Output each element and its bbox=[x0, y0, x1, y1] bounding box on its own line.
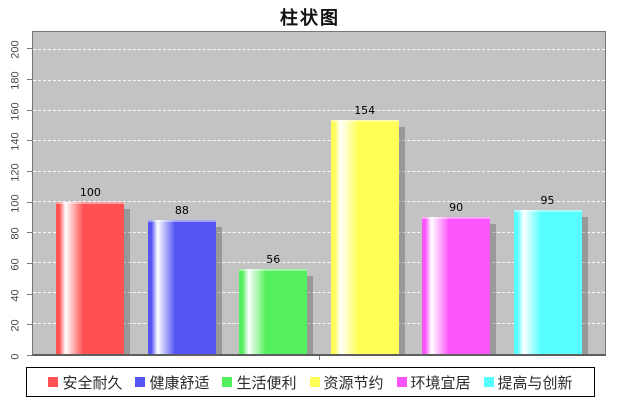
gridline bbox=[33, 292, 605, 294]
bar-value-label: 88 bbox=[174, 204, 189, 218]
bar-slot: 90 bbox=[422, 32, 491, 354]
bar-slot: 88 bbox=[147, 32, 216, 354]
y-axis-tick bbox=[27, 293, 32, 295]
x-axis-tick bbox=[319, 356, 320, 360]
y-axis-tick bbox=[27, 201, 32, 203]
bar-slot: 100 bbox=[56, 32, 125, 354]
gridline bbox=[33, 322, 605, 324]
y-axis-tick bbox=[27, 171, 32, 173]
y-axis-tick bbox=[27, 263, 32, 265]
bar-slot: 56 bbox=[239, 32, 308, 354]
legend-item[interactable]: 健康舒适 bbox=[135, 372, 209, 393]
legend-swatch bbox=[396, 377, 407, 387]
bar bbox=[513, 209, 582, 354]
bar-slot: 154 bbox=[330, 32, 399, 354]
legend-item[interactable]: 提高与创新 bbox=[483, 372, 573, 393]
plot-area: 100 88 56 154 90 95 bbox=[32, 31, 606, 356]
legend-label: 生活便利 bbox=[236, 375, 297, 392]
gridline bbox=[33, 49, 605, 51]
legend-item[interactable]: 环境宜居 bbox=[396, 372, 471, 393]
bar bbox=[422, 217, 491, 354]
legend-swatch bbox=[309, 377, 320, 387]
bar-series: 100 88 56 154 90 95 bbox=[33, 32, 605, 354]
bar-value-label: 56 bbox=[266, 252, 281, 266]
bar bbox=[56, 202, 125, 354]
legend-label: 健康舒适 bbox=[149, 375, 210, 392]
legend-item[interactable]: 安全耐久 bbox=[48, 372, 122, 393]
bar-value-label: 90 bbox=[449, 201, 464, 215]
legend-label: 提高与创新 bbox=[497, 375, 573, 392]
bar-value-label: 95 bbox=[540, 193, 555, 207]
gridline bbox=[33, 109, 605, 111]
bar-value-label: 154 bbox=[354, 104, 376, 118]
bar-value-label: 100 bbox=[79, 186, 101, 200]
legend-swatch bbox=[135, 377, 146, 387]
y-axis-tick bbox=[27, 232, 32, 234]
legend-swatch bbox=[222, 377, 233, 387]
gridline bbox=[33, 140, 605, 142]
y-axis-tick bbox=[27, 355, 32, 356]
legend-swatch bbox=[48, 377, 59, 387]
y-axis-tick bbox=[27, 324, 32, 326]
y-axis-tick bbox=[27, 48, 32, 50]
gridline bbox=[33, 170, 605, 172]
legend-item[interactable]: 生活便利 bbox=[222, 372, 297, 393]
y-axis: 0 20 40 60 80 100 120 140 160 180 200 bbox=[0, 31, 32, 360]
y-axis-tick bbox=[27, 140, 32, 142]
y-axis-tick bbox=[27, 109, 32, 111]
y-axis-tick bbox=[27, 79, 32, 81]
bar-slot: 95 bbox=[513, 32, 582, 354]
legend-label: 安全耐久 bbox=[62, 375, 123, 392]
bar bbox=[330, 120, 399, 354]
gridline bbox=[33, 231, 605, 233]
bar bbox=[147, 220, 216, 354]
gridline bbox=[33, 201, 605, 203]
legend: 安全耐久 健康舒适 生活便利 资源节约 环境宜居 提高与创新 bbox=[26, 367, 595, 397]
bar bbox=[239, 268, 308, 354]
gridline bbox=[33, 79, 605, 81]
legend-item[interactable]: 资源节约 bbox=[309, 372, 384, 393]
legend-label: 资源节约 bbox=[323, 375, 384, 392]
legend-swatch bbox=[483, 377, 494, 387]
y-axis-label: 200 bbox=[9, 40, 22, 60]
gridline bbox=[33, 261, 605, 263]
legend-label: 环境宜居 bbox=[410, 375, 471, 392]
chart-title: 柱状图 bbox=[280, 8, 340, 28]
